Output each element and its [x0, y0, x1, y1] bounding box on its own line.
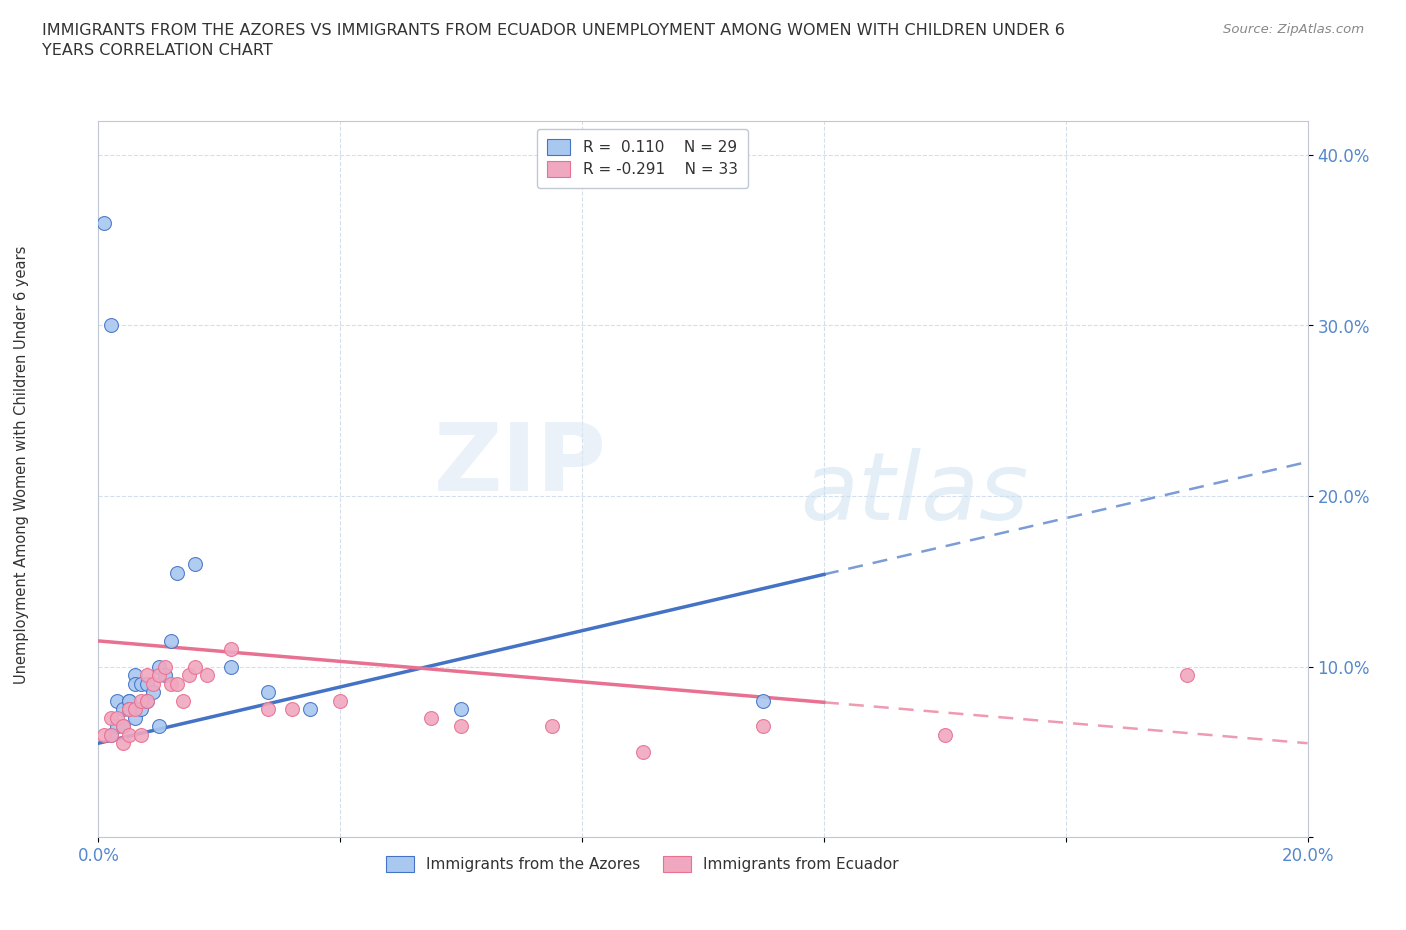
- Point: [129, 676, 152, 691]
- Legend: Immigrants from the Azores, Immigrants from Ecuador: Immigrants from the Azores, Immigrants f…: [375, 845, 910, 883]
- Point: [256, 702, 278, 717]
- Point: [118, 702, 141, 717]
- Point: [135, 676, 157, 691]
- Point: [100, 727, 122, 742]
- Point: [160, 633, 183, 648]
- Text: ZIP: ZIP: [433, 418, 606, 511]
- Point: [752, 693, 775, 708]
- Point: [105, 693, 128, 708]
- Point: [166, 676, 188, 691]
- Point: [124, 676, 146, 691]
- Point: [148, 719, 170, 734]
- Point: [195, 668, 218, 683]
- Point: [153, 659, 176, 674]
- Point: [111, 736, 134, 751]
- Point: [142, 684, 165, 699]
- Point: [221, 642, 243, 657]
- Point: [93, 727, 115, 742]
- Point: [450, 719, 472, 734]
- Point: [118, 727, 141, 742]
- Point: [184, 557, 207, 572]
- Point: [100, 727, 122, 742]
- Point: [1175, 668, 1198, 683]
- Point: [129, 702, 152, 717]
- Point: [184, 659, 207, 674]
- Point: [160, 676, 183, 691]
- Point: [631, 744, 654, 759]
- Text: Unemployment Among Women with Children Under 6 years: Unemployment Among Women with Children U…: [14, 246, 28, 684]
- Point: [752, 719, 775, 734]
- Point: [420, 711, 443, 725]
- Point: [118, 702, 141, 717]
- Point: [221, 659, 243, 674]
- Point: [124, 668, 146, 683]
- Point: [153, 668, 176, 683]
- Point: [934, 727, 956, 742]
- Point: [172, 693, 194, 708]
- Point: [111, 702, 134, 717]
- Point: [105, 711, 128, 725]
- Point: [148, 659, 170, 674]
- Point: [111, 719, 134, 734]
- Point: [124, 702, 146, 717]
- Point: [124, 711, 146, 725]
- Point: [111, 719, 134, 734]
- Point: [450, 702, 472, 717]
- Point: [142, 676, 165, 691]
- Point: [135, 693, 157, 708]
- Point: [135, 693, 157, 708]
- Point: [100, 711, 122, 725]
- Text: atlas: atlas: [800, 447, 1028, 538]
- Point: [299, 702, 322, 717]
- Point: [281, 702, 304, 717]
- Text: IMMIGRANTS FROM THE AZORES VS IMMIGRANTS FROM ECUADOR UNEMPLOYMENT AMONG WOMEN W: IMMIGRANTS FROM THE AZORES VS IMMIGRANTS…: [42, 23, 1066, 58]
- Point: [105, 719, 128, 734]
- Point: [118, 693, 141, 708]
- Point: [135, 668, 157, 683]
- Point: [129, 727, 152, 742]
- Point: [540, 719, 562, 734]
- Point: [148, 668, 170, 683]
- Text: Source: ZipAtlas.com: Source: ZipAtlas.com: [1223, 23, 1364, 36]
- Point: [166, 565, 188, 580]
- Point: [118, 693, 141, 708]
- Point: [179, 668, 201, 683]
- Point: [129, 693, 152, 708]
- Point: [93, 216, 115, 231]
- Point: [329, 693, 352, 708]
- Point: [256, 684, 278, 699]
- Point: [100, 318, 122, 333]
